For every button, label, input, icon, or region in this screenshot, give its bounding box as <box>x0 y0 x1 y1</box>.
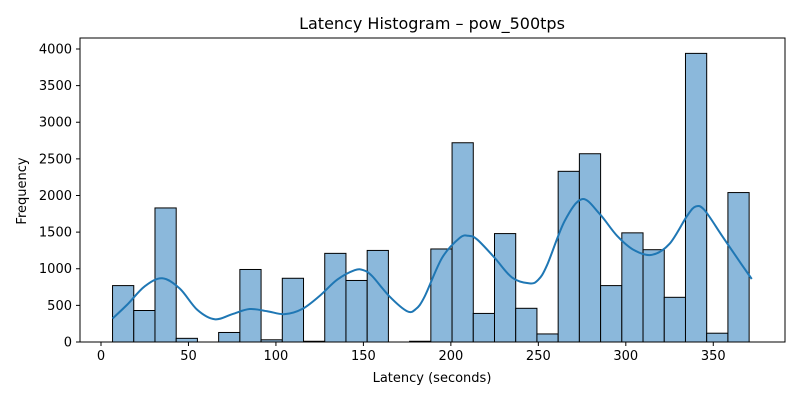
y-tick-label: 2000 <box>39 189 72 204</box>
histogram-bar <box>324 252 347 343</box>
histogram-bar <box>430 248 453 343</box>
x-tick-label: 300 <box>613 349 638 364</box>
x-axis-label: Latency (seconds) <box>373 371 492 386</box>
histogram-bar <box>493 233 517 343</box>
histogram-bar <box>578 153 602 343</box>
y-tick-label: 2500 <box>39 152 72 167</box>
y-tick-label: 3500 <box>39 79 72 94</box>
histogram-bar <box>727 192 750 343</box>
y-tick-label: 3000 <box>39 116 72 131</box>
histogram-bar <box>642 249 665 343</box>
y-tick-label: 1500 <box>39 226 72 241</box>
histogram-bar <box>239 268 262 343</box>
histogram-bar <box>112 285 135 343</box>
histogram-bar <box>684 52 708 343</box>
x-tick-label: 0 <box>97 349 105 364</box>
histogram-bars <box>112 52 750 343</box>
y-axis-label: Frequency <box>15 157 30 224</box>
histogram-bar <box>663 296 686 343</box>
y-tick-label: 500 <box>47 299 72 314</box>
plot-frame <box>79 37 786 343</box>
histogram-bar <box>706 332 729 343</box>
histogram-bar <box>345 279 368 343</box>
histogram-bar <box>600 285 623 343</box>
histogram-bar <box>133 310 156 343</box>
x-tick-label: 250 <box>526 349 551 364</box>
x-tick-label: 200 <box>438 349 463 364</box>
x-tick-label: 50 <box>180 349 197 364</box>
histogram-bar <box>366 249 389 343</box>
x-tick-label: 100 <box>264 349 289 364</box>
y-tick-label: 4000 <box>39 42 72 57</box>
histogram-bar <box>218 331 241 343</box>
kde-line <box>111 198 753 321</box>
histogram-bar <box>175 337 198 343</box>
histogram-bar <box>515 307 538 343</box>
x-tick-label: 350 <box>701 349 726 364</box>
x-axis: 0 50 100 150 200 250 300 350 <box>97 342 726 364</box>
histogram-bar <box>154 207 177 343</box>
chart-title: Latency Histogram – pow_500tps <box>299 14 565 34</box>
y-axis: 0 500 1000 1500 2000 2500 3000 3500 4000 <box>39 42 80 351</box>
y-tick-label: 0 <box>64 336 72 351</box>
x-tick-label: 150 <box>351 349 376 364</box>
histogram-bar <box>472 312 495 343</box>
histogram-bar <box>536 333 559 343</box>
kde-curve <box>111 198 753 321</box>
histogram-bar <box>557 170 580 343</box>
y-tick-label: 1000 <box>39 262 72 277</box>
